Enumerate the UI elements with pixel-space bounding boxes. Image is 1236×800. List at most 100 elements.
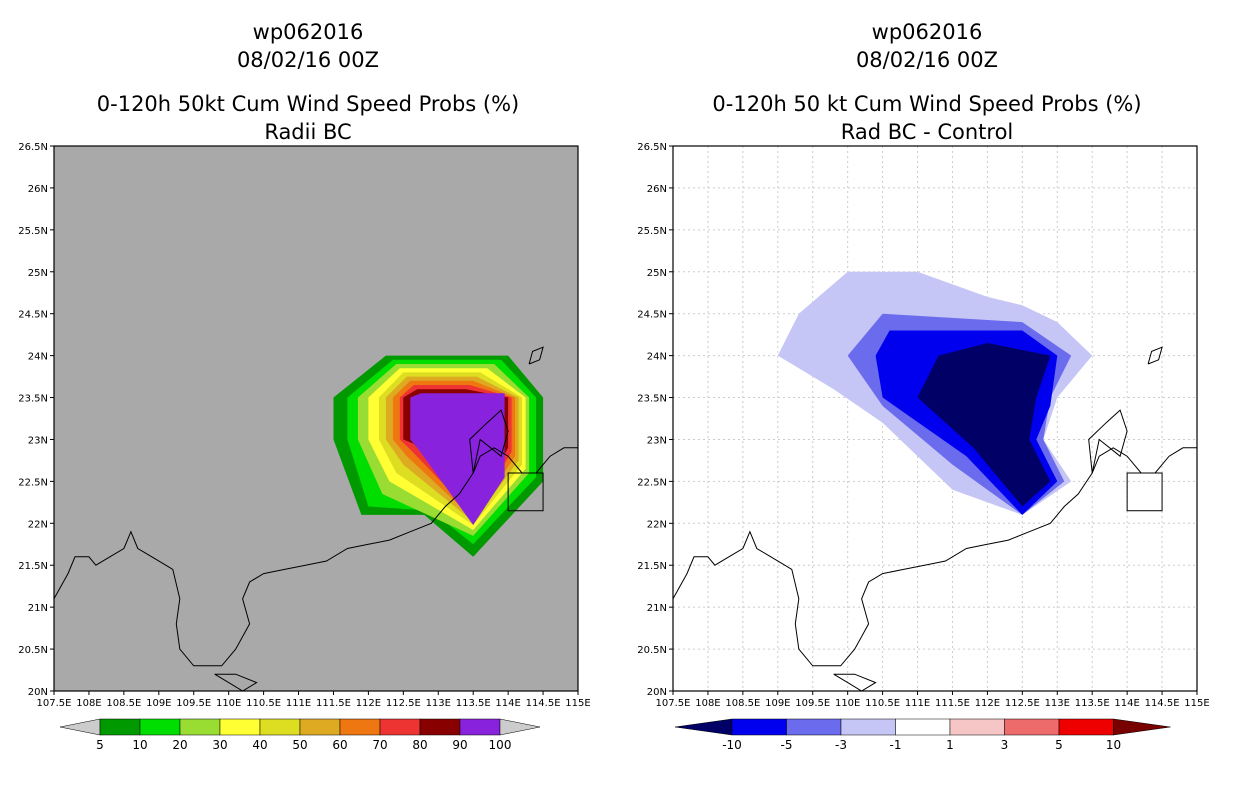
- x-tick-label: 112.5E: [1005, 698, 1040, 709]
- x-tick-label: 114.5E: [526, 698, 561, 709]
- right-date: 08/02/16 00Z: [855, 48, 999, 72]
- y-tick-label: 25N: [28, 268, 48, 279]
- x-tick-label: 110E: [216, 698, 241, 709]
- colorbar-label: 20: [172, 738, 187, 752]
- colorbar-label: 40: [252, 738, 267, 752]
- hong-kong-box: [507, 472, 544, 512]
- colorbar-box: [1058, 718, 1114, 736]
- contour-level-neg10: [917, 343, 1051, 507]
- right-chart-subtitle: Rad BC - Control: [840, 120, 1014, 144]
- coastline-island: [214, 673, 258, 692]
- x-tick-label: 109E: [765, 698, 790, 709]
- coastline-north: [528, 346, 544, 365]
- left-storm-id: wp062016: [252, 20, 364, 44]
- colorbar-label: 80: [412, 738, 427, 752]
- y-tick-label: 20.5N: [18, 645, 48, 656]
- colorbar-arrow-left: [674, 718, 733, 736]
- y-tick-label: 21N: [647, 603, 667, 614]
- colorbar-label: 5: [96, 738, 104, 752]
- y-tick-label: 24N: [28, 352, 48, 363]
- y-tick-label: 26N: [647, 184, 667, 195]
- colorbar-label: 5: [1055, 738, 1063, 752]
- coastline-island: [833, 673, 877, 692]
- colorbar-label: 90: [452, 738, 467, 752]
- colorbar-box: [840, 718, 896, 736]
- x-tick-label: 110.5E: [246, 698, 281, 709]
- x-tick-label: 114E: [495, 698, 520, 709]
- colorbar-label: 1: [946, 738, 954, 752]
- x-tick-label: 109.5E: [795, 698, 830, 709]
- y-tick-label: 20N: [28, 687, 48, 698]
- x-tick-label: 113.5E: [1075, 698, 1110, 709]
- y-tick-label: 22.5N: [18, 477, 48, 488]
- x-tick-label: 108.5E: [725, 698, 760, 709]
- y-tick-label: 21N: [28, 603, 48, 614]
- x-tick-label: 111E: [905, 698, 930, 709]
- coastline: [672, 447, 1197, 667]
- colorbar-label: -1: [890, 738, 902, 752]
- y-tick-label: 22N: [28, 519, 48, 530]
- coastline-bay: [1088, 409, 1128, 474]
- x-tick-label: 109.5E: [176, 698, 211, 709]
- y-tick-label: 23.5N: [637, 394, 667, 405]
- x-tick-label: 107.5E: [656, 698, 691, 709]
- y-tick-label: 23N: [28, 435, 48, 446]
- y-tick-label: 22N: [647, 519, 667, 530]
- colorbar-label: 10: [1106, 738, 1121, 752]
- x-tick-label: 111.5E: [935, 698, 970, 709]
- y-tick-label: 24.5N: [637, 310, 667, 321]
- y-tick-label: 26.5N: [637, 142, 667, 153]
- plot-frame: [672, 145, 1198, 692]
- plot-frame: [53, 145, 579, 692]
- x-tick-label: 112.5E: [386, 698, 421, 709]
- left-chart-subtitle: Radii BC: [264, 120, 352, 144]
- colorbar-label: 30: [212, 738, 227, 752]
- y-tick-label: 20.5N: [637, 645, 667, 656]
- y-tick-label: 26.5N: [18, 142, 48, 153]
- right-chart-title: 0-120h 50 kt Cum Wind Speed Probs (%): [712, 92, 1142, 116]
- left-chart: 107.5E 108E 108.5E 109E 109.5E 110E 110.5E 111E…: [18, 142, 590, 752]
- contour-level-90: [410, 393, 505, 525]
- x-tick-label: 110E: [835, 698, 860, 709]
- hong-kong-box: [1126, 472, 1163, 512]
- x-tick-label: 113E: [1045, 698, 1070, 709]
- colorbar-label: -10: [722, 738, 742, 752]
- x-tick-label: 111E: [286, 698, 311, 709]
- x-tick-label: 113E: [426, 698, 451, 709]
- y-tick-label: 26N: [28, 184, 48, 195]
- x-tick-label: 110.5E: [865, 698, 900, 709]
- colorbar-label: 3: [1001, 738, 1009, 752]
- colorbar-label: -3: [835, 738, 847, 752]
- left-chart-title: 0-120h 50kt Cum Wind Speed Probs (%): [96, 92, 520, 116]
- colorbar-arrow-right: [1113, 718, 1171, 736]
- colorbar-label: 10: [132, 738, 147, 752]
- x-tick-label: 114E: [1114, 698, 1139, 709]
- colorbar-label: 60: [332, 738, 347, 752]
- colorbar-box: [949, 718, 1005, 736]
- colorbar-box: [786, 718, 842, 736]
- y-tick-label: 22.5N: [637, 477, 667, 488]
- colorbar-label: 100: [489, 738, 512, 752]
- colorbar-box: [1004, 718, 1060, 736]
- x-tick-label: 115E: [1184, 698, 1209, 709]
- x-tick-label: 113.5E: [456, 698, 491, 709]
- x-tick-label: 108E: [76, 698, 101, 709]
- right-storm-id: wp062016: [871, 20, 983, 44]
- y-tick-label: 20N: [647, 687, 667, 698]
- colorbar-box: [731, 718, 787, 736]
- colorbar-arrow-right: [499, 718, 541, 736]
- coastline-bay: [469, 409, 509, 474]
- colorbar-label: -5: [781, 738, 793, 752]
- x-tick-label: 109E: [146, 698, 171, 709]
- x-tick-label: 112E: [975, 698, 1000, 709]
- x-tick-label: 107.5E: [37, 698, 72, 709]
- x-tick-label: 108E: [695, 698, 720, 709]
- colorbar-label: 50: [292, 738, 307, 752]
- y-tick-label: 23N: [647, 435, 667, 446]
- y-tick-label: 24.5N: [18, 310, 48, 321]
- x-tick-label: 115E: [565, 698, 590, 709]
- coastline-north: [1147, 346, 1163, 365]
- y-tick-label: 23.5N: [18, 394, 48, 405]
- colorbar-box: [895, 718, 951, 736]
